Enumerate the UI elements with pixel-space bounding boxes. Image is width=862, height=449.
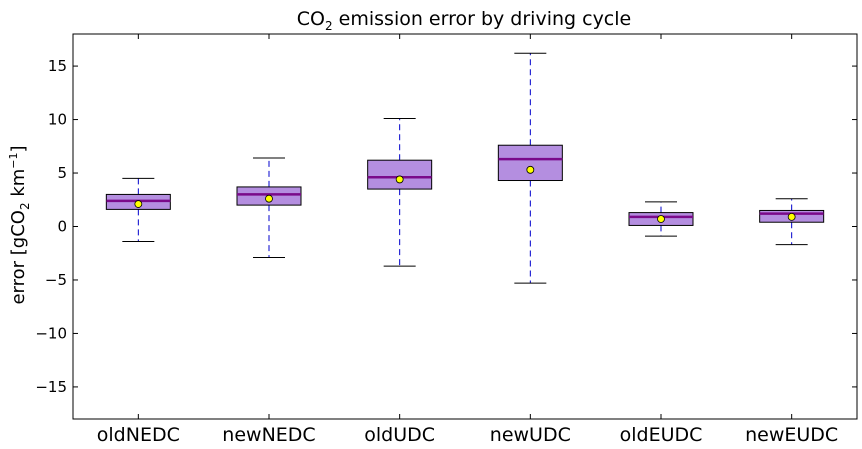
mean-marker xyxy=(395,175,404,184)
y-tick-label: −5 xyxy=(45,271,67,289)
x-category-label: oldNEDC xyxy=(97,424,180,446)
plot-area: −15 −10 −5 0 5 10 15 oldNEDC newNEDC oldUDC newUDC… xyxy=(35,34,857,446)
y-axis-title: error [gCO2 km−1] xyxy=(7,145,32,304)
iqr-box xyxy=(367,159,433,190)
x-category-label: newEUDC xyxy=(745,424,838,446)
mean-marker xyxy=(526,165,535,174)
iqr-box xyxy=(497,144,563,182)
y-tick-label: −10 xyxy=(35,324,67,342)
y-tick-label: −15 xyxy=(35,378,67,396)
x-category-label: newUDC xyxy=(490,424,571,446)
mean-marker xyxy=(265,194,273,203)
mean-marker xyxy=(134,200,143,208)
x-category-label: oldEUDC xyxy=(620,424,703,446)
y-tick-label: 10 xyxy=(48,111,67,129)
x-category-label: newNEDC xyxy=(222,424,315,446)
plot-frame xyxy=(72,33,858,420)
y-tick-label: 5 xyxy=(57,164,67,182)
y-tick-label: 0 xyxy=(57,218,67,236)
mean-marker xyxy=(657,215,665,223)
mean-marker xyxy=(787,212,796,221)
x-category-label: oldUDC xyxy=(364,424,435,446)
chart-title: CO2 emission error by driving cycle xyxy=(297,8,631,33)
y-tick-label: 15 xyxy=(48,57,67,75)
